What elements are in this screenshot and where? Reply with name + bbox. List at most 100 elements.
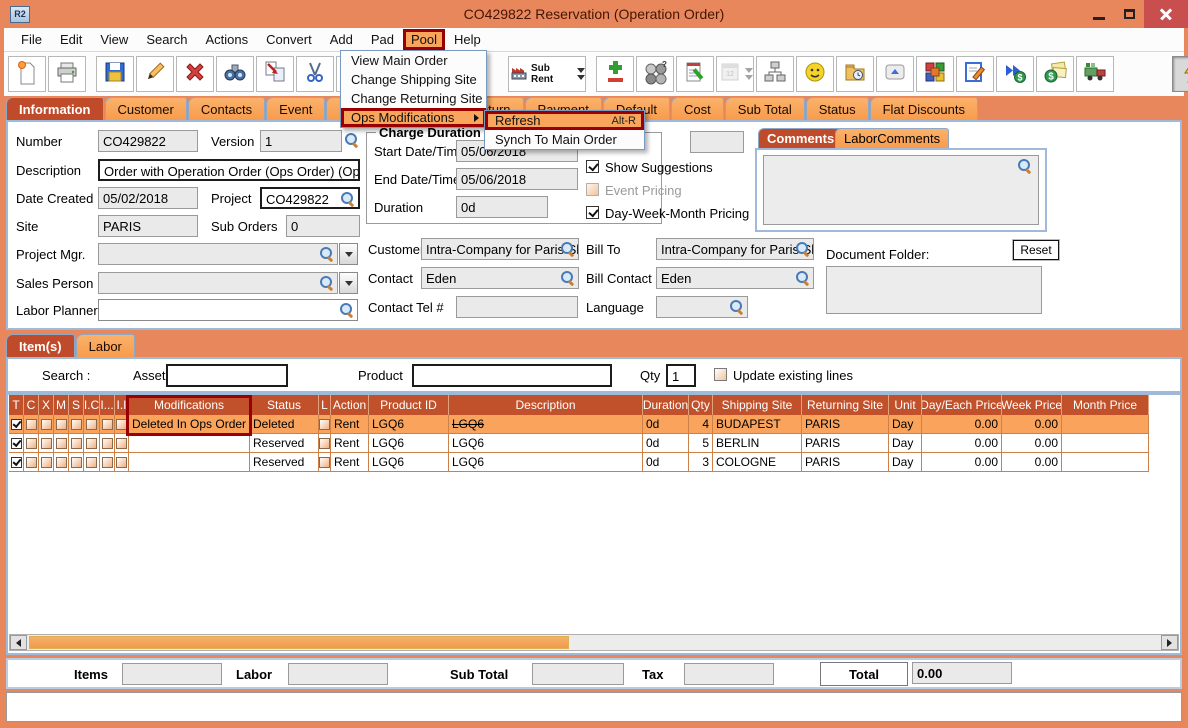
cell-duration[interactable]: 0d bbox=[643, 453, 689, 472]
col-header-description[interactable]: Description bbox=[449, 395, 643, 415]
cell-product-id[interactable]: LGQ6 bbox=[369, 434, 449, 453]
project-search-icon[interactable] bbox=[341, 192, 356, 207]
sub-rent-button[interactable]: Sub Rent bbox=[508, 56, 586, 92]
ic-checkbox[interactable] bbox=[86, 437, 97, 449]
cell-month-price[interactable] bbox=[1062, 415, 1149, 434]
dwm-pricing-checkbox[interactable] bbox=[586, 206, 599, 219]
cell-description[interactable]: LGQ6 bbox=[449, 415, 643, 434]
col-header-month-price[interactable]: Month Price bbox=[1062, 395, 1149, 415]
cell-s[interactable] bbox=[69, 453, 84, 472]
cell-m[interactable] bbox=[54, 453, 69, 472]
tab-labor[interactable]: Labor bbox=[75, 334, 135, 357]
cell-description[interactable]: LGQ6 bbox=[449, 453, 643, 472]
tab-comments[interactable]: Comments bbox=[758, 128, 844, 148]
add-line-button[interactable] bbox=[596, 56, 634, 92]
calendar-button[interactable]: 12 bbox=[716, 56, 754, 92]
cell-action[interactable]: Rent bbox=[331, 453, 369, 472]
cell-unit[interactable]: Day bbox=[889, 434, 922, 453]
cell-day-each-price[interactable]: 0.00 bbox=[922, 434, 1002, 453]
l-checkbox[interactable] bbox=[319, 437, 330, 449]
notes-button[interactable] bbox=[676, 56, 714, 92]
cell-s[interactable] bbox=[69, 415, 84, 434]
s-checkbox[interactable] bbox=[70, 437, 82, 449]
tab-information[interactable]: Information bbox=[6, 97, 104, 120]
find-button[interactable] bbox=[216, 56, 254, 92]
col-header-ic[interactable]: I.C bbox=[84, 395, 100, 415]
c-checkbox[interactable] bbox=[25, 437, 37, 449]
item-row-3[interactable]: Reserved Rent LGQ6 LGQ6 0d 3 COLOGNE PAR… bbox=[9, 453, 1149, 472]
menu-view[interactable]: View bbox=[100, 32, 129, 47]
project-field[interactable]: CO429822 bbox=[260, 187, 360, 209]
cell-unit[interactable]: Day bbox=[889, 415, 922, 434]
id-checkbox[interactable] bbox=[101, 456, 113, 468]
qty-input[interactable]: 1 bbox=[666, 364, 696, 387]
availability-button[interactable]: ? bbox=[636, 56, 674, 92]
billing-button[interactable]: $ bbox=[996, 56, 1034, 92]
cell-shipping-site[interactable]: BUDAPEST bbox=[713, 415, 802, 434]
cell-m[interactable] bbox=[54, 415, 69, 434]
item-row-2[interactable]: Reserved Rent LGQ6 LGQ6 0d 5 BERLIN PARI… bbox=[9, 434, 1149, 453]
shortcut-key-button[interactable] bbox=[876, 56, 914, 92]
contact-field[interactable]: Eden bbox=[421, 267, 579, 289]
transfer-copy-button[interactable] bbox=[256, 56, 294, 92]
cell-week-price[interactable]: 0.00 bbox=[1002, 453, 1062, 472]
cell-status[interactable]: Reserved bbox=[250, 453, 319, 472]
cell-x[interactable] bbox=[39, 415, 54, 434]
new-document-button[interactable] bbox=[8, 56, 46, 92]
bill-to-field[interactable]: Intra-Company for Paris Sh bbox=[656, 238, 814, 260]
document-folder-textarea[interactable] bbox=[826, 266, 1042, 314]
scroll-right-arrow[interactable] bbox=[1161, 635, 1178, 650]
labor-planner-field[interactable] bbox=[98, 299, 358, 321]
col-header-ii[interactable]: I.I bbox=[115, 395, 129, 415]
cell-ii[interactable] bbox=[115, 415, 129, 434]
asset-search-input[interactable] bbox=[166, 364, 288, 387]
tab-sub-total[interactable]: Sub Total bbox=[724, 97, 805, 120]
cell-x[interactable] bbox=[39, 453, 54, 472]
col-header-m[interactable]: M bbox=[54, 395, 69, 415]
print-button[interactable] bbox=[48, 56, 86, 92]
tab-event[interactable]: Event bbox=[266, 97, 326, 120]
c-checkbox[interactable] bbox=[25, 456, 37, 468]
minimize-button[interactable] bbox=[1084, 0, 1114, 28]
ii-checkbox[interactable] bbox=[116, 456, 127, 468]
cell-t[interactable] bbox=[9, 434, 24, 453]
bill-to-search-icon[interactable] bbox=[796, 242, 811, 257]
save-button[interactable] bbox=[96, 56, 134, 92]
id-checkbox[interactable] bbox=[101, 418, 113, 430]
cell-month-price[interactable] bbox=[1062, 453, 1149, 472]
language-search-icon[interactable] bbox=[730, 300, 745, 315]
assemblies-button[interactable] bbox=[916, 56, 954, 92]
language-field[interactable] bbox=[656, 296, 748, 318]
cell-s[interactable] bbox=[69, 434, 84, 453]
menu-item-change-returning-site[interactable]: Change Returning Site bbox=[351, 91, 483, 106]
menu-item-ops-modifications[interactable]: Ops Modifications bbox=[341, 108, 486, 127]
cell-day-each-price[interactable]: 0.00 bbox=[922, 415, 1002, 434]
t-checkbox[interactable] bbox=[10, 456, 22, 468]
col-header-qty[interactable]: Qty bbox=[689, 395, 713, 415]
cell-day-each-price[interactable]: 0.00 bbox=[922, 453, 1002, 472]
sales-person-dropdown-button[interactable] bbox=[339, 272, 358, 294]
cell-l[interactable] bbox=[319, 453, 331, 472]
cell-ii[interactable] bbox=[115, 434, 129, 453]
col-header-returning-site[interactable]: Returning Site bbox=[802, 395, 889, 415]
cell-ic[interactable] bbox=[84, 415, 100, 434]
menu-convert[interactable]: Convert bbox=[266, 32, 312, 47]
project-mgr-dropdown-button[interactable] bbox=[339, 243, 358, 265]
cell-month-price[interactable] bbox=[1062, 434, 1149, 453]
cell-modifications[interactable]: Deleted In Ops Order bbox=[129, 415, 250, 434]
cell-modifications[interactable] bbox=[129, 453, 250, 472]
cell-t[interactable] bbox=[9, 415, 24, 434]
bill-contact-field[interactable]: Eden bbox=[656, 267, 814, 289]
col-header-t[interactable]: T bbox=[9, 395, 24, 415]
memo-button[interactable] bbox=[956, 56, 994, 92]
col-header-x[interactable]: X bbox=[39, 395, 54, 415]
invoice-button[interactable]: $ bbox=[1036, 56, 1074, 92]
labor-planner-search-icon[interactable] bbox=[340, 303, 355, 318]
cell-l[interactable] bbox=[319, 415, 331, 434]
menu-help[interactable]: Help bbox=[454, 32, 481, 47]
col-header-day-each-price[interactable]: Day/Each Price bbox=[922, 395, 1002, 415]
cell-ic[interactable] bbox=[84, 453, 100, 472]
cell-week-price[interactable]: 0.00 bbox=[1002, 415, 1062, 434]
col-header-unit[interactable]: Unit bbox=[889, 395, 922, 415]
close-button[interactable] bbox=[1144, 0, 1188, 28]
